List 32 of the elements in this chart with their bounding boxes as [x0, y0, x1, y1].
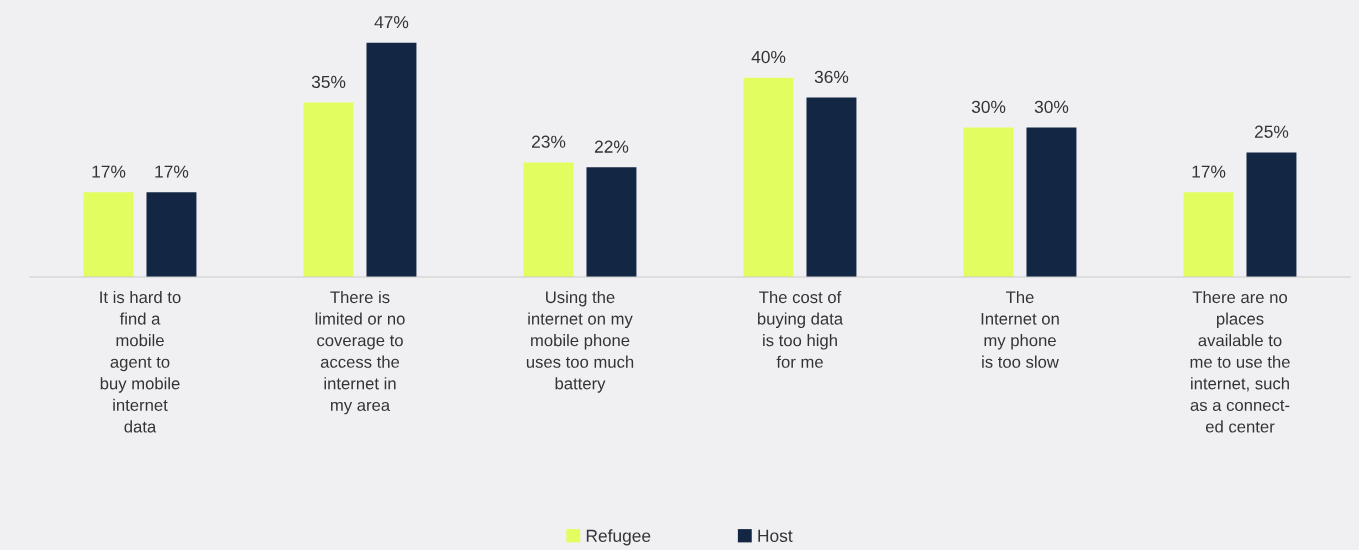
bar: [523, 162, 574, 277]
data-label: 47%: [374, 16, 409, 29]
bar: [366, 42, 417, 277]
bar: [1026, 127, 1077, 277]
bar: [963, 127, 1014, 277]
x-tick-label: It is hard to find a mobile agent to buy mobile internet data: [100, 290, 181, 433]
bar: [146, 192, 197, 277]
data-label: 25%: [1254, 125, 1289, 138]
data-label: 22%: [594, 140, 629, 153]
x-tick-label: The cost of buying data is too high for me: [757, 290, 844, 368]
x-tick-label: The Internet on my phone is too slow: [981, 290, 1059, 368]
bar: [83, 192, 134, 277]
bar: [1246, 152, 1297, 277]
data-label: 17%: [1192, 165, 1226, 178]
data-label: 23%: [532, 135, 566, 148]
bar: [1183, 192, 1234, 277]
x-tick-label: There are no places available to me to use the internet, such as a connect- ed center: [1190, 290, 1290, 433]
x-tick-label: There is limited or no coverage to access the internet in my area: [315, 290, 405, 415]
data-label: 35%: [311, 75, 346, 89]
legend-label: Refugee: [586, 529, 651, 546]
data-label: 17%: [155, 165, 189, 178]
data-label: 30%: [971, 100, 1006, 113]
bar: [806, 97, 857, 277]
bar: [586, 167, 637, 277]
data-label: 40%: [751, 50, 786, 64]
legend-label: Host: [758, 529, 793, 542]
bar: [743, 77, 794, 277]
data-label: 36%: [814, 70, 849, 84]
data-label: 17%: [92, 165, 126, 178]
data-label: 30%: [1034, 100, 1069, 113]
x-tick-label: Using the internet on my mobile phone uses too much battery: [526, 290, 634, 393]
bar: [303, 102, 354, 277]
